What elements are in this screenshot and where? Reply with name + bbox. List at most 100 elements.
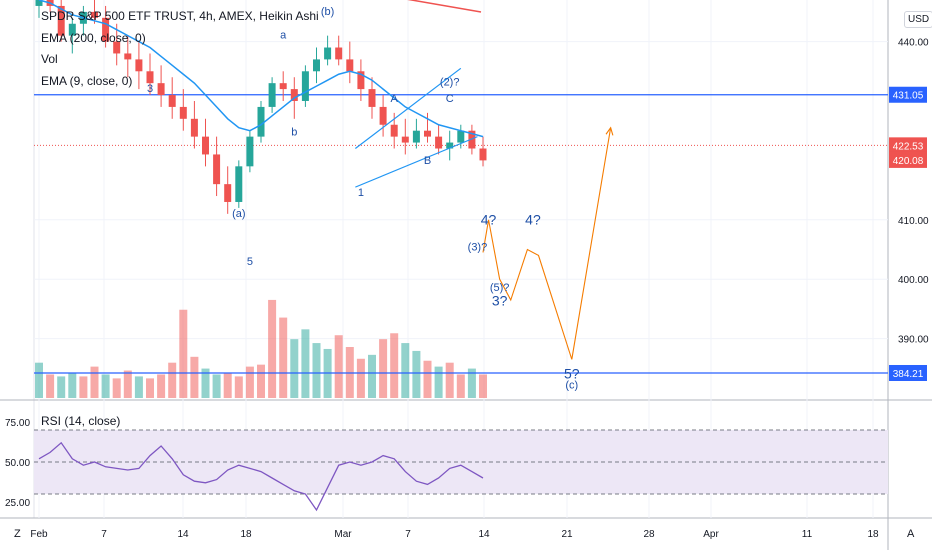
legend-symbol: SPDR S&P 500 ETF TRUST, 4h, AMEX, Heikin… bbox=[41, 9, 319, 23]
rsi-tick-label: 25.00 bbox=[5, 498, 30, 509]
candle-body bbox=[435, 136, 443, 149]
price-label-box bbox=[889, 364, 927, 381]
volume-bar bbox=[245, 366, 254, 398]
volume-bar bbox=[101, 374, 110, 398]
wave-label: (3)? bbox=[468, 242, 488, 254]
currency-button[interactable]: USD bbox=[904, 11, 932, 28]
candle-body bbox=[379, 106, 387, 125]
candle-body bbox=[457, 130, 465, 143]
candle-body bbox=[202, 136, 209, 155]
volume-bar bbox=[279, 317, 288, 398]
candle-body bbox=[335, 47, 343, 60]
time-tick-label: 11 bbox=[802, 529, 813, 540]
candle-body bbox=[290, 89, 298, 101]
volume-bar bbox=[46, 374, 55, 398]
candle-body bbox=[113, 41, 121, 54]
candle-body bbox=[479, 148, 487, 161]
time-tick-label: Feb bbox=[30, 529, 48, 540]
volume-bar bbox=[401, 343, 410, 398]
candle-body bbox=[346, 59, 354, 72]
candle-body bbox=[102, 17, 110, 42]
auto-scale-button[interactable]: A bbox=[907, 528, 915, 540]
volume-bar bbox=[301, 329, 310, 398]
candle-body bbox=[301, 71, 309, 101]
price-label-text: 422.53 bbox=[893, 141, 924, 152]
price-tick-label: 410.00 bbox=[898, 216, 929, 227]
price-label-text: 431.05 bbox=[893, 91, 924, 102]
volume-bar bbox=[257, 364, 265, 398]
legend-ema200: EMA (200, close, 0) bbox=[41, 31, 146, 45]
wave-label: A bbox=[391, 93, 399, 105]
candle-body bbox=[446, 142, 454, 149]
price-tick-label: 440.00 bbox=[898, 38, 929, 49]
volume-bar bbox=[35, 362, 43, 398]
volume-bar bbox=[290, 339, 299, 398]
projection-path bbox=[482, 127, 612, 360]
time-tick-label: 18 bbox=[867, 529, 879, 540]
volume-bar bbox=[456, 374, 465, 398]
candle-body bbox=[213, 154, 221, 185]
volume-bar bbox=[168, 362, 177, 398]
rsi-line bbox=[38, 441, 484, 512]
volume-bar bbox=[223, 372, 232, 398]
wave-label: 3 bbox=[147, 83, 153, 95]
volume-bar bbox=[190, 356, 199, 398]
candle-body bbox=[424, 130, 431, 137]
volume-bar bbox=[79, 376, 88, 398]
volume-bar bbox=[390, 333, 399, 398]
wave-label: (c) bbox=[565, 379, 578, 391]
wave-label: B bbox=[424, 155, 431, 167]
candle-body bbox=[313, 59, 320, 72]
volume-bar bbox=[234, 376, 243, 398]
volume-bar bbox=[90, 366, 99, 398]
candle-body bbox=[146, 71, 154, 84]
price-label-box bbox=[889, 86, 927, 103]
wave-label: (b) bbox=[321, 6, 334, 18]
candle-body bbox=[279, 83, 287, 90]
candle-body bbox=[57, 5, 65, 36]
volume-bar bbox=[57, 376, 66, 398]
zoom-button[interactable]: Z bbox=[14, 528, 21, 540]
trend-line bbox=[407, 0, 482, 13]
price-tick-label: 390.00 bbox=[898, 335, 929, 346]
volume-bar bbox=[379, 339, 388, 398]
volume-bar bbox=[123, 370, 132, 398]
time-tick-label: 21 bbox=[561, 529, 573, 540]
candle-body bbox=[124, 53, 132, 60]
rsi-tick-label: 50.00 bbox=[5, 458, 30, 469]
wave-label: 5? bbox=[564, 365, 580, 381]
candle-body bbox=[190, 118, 198, 137]
volume-bar bbox=[134, 376, 143, 398]
candle-body bbox=[468, 130, 476, 149]
time-tick-label: 7 bbox=[101, 529, 107, 540]
rsi-tick-label: 75.00 bbox=[5, 418, 30, 429]
wave-label: 3? bbox=[492, 292, 508, 308]
volume-bar bbox=[434, 366, 443, 398]
volume-bar bbox=[467, 368, 476, 398]
wave-label: 5 bbox=[247, 256, 253, 268]
volume-bar bbox=[356, 358, 365, 398]
candle-body bbox=[368, 89, 376, 107]
candle-body bbox=[179, 106, 187, 119]
wave-label: a bbox=[280, 30, 287, 42]
volume-bar bbox=[334, 335, 343, 398]
volume-bar bbox=[423, 360, 432, 398]
projection-arrowhead bbox=[605, 126, 614, 136]
time-tick-label: 18 bbox=[240, 529, 252, 540]
candle-body bbox=[412, 130, 420, 143]
time-tick-label: 14 bbox=[478, 529, 490, 540]
wave-label: (5)? bbox=[490, 282, 510, 294]
volume-bar bbox=[445, 362, 454, 398]
volume-bar bbox=[112, 378, 121, 398]
volume-bar bbox=[146, 378, 154, 398]
time-tick-label: 28 bbox=[643, 529, 655, 540]
candle-body bbox=[324, 47, 332, 60]
candle-body bbox=[68, 23, 76, 36]
price-label-text: 384.21 bbox=[893, 369, 924, 380]
candle-body bbox=[401, 136, 409, 143]
volume-bar bbox=[368, 354, 376, 398]
time-tick-label: 14 bbox=[177, 529, 189, 540]
volume-bar bbox=[479, 374, 487, 398]
candle-body bbox=[224, 184, 232, 202]
